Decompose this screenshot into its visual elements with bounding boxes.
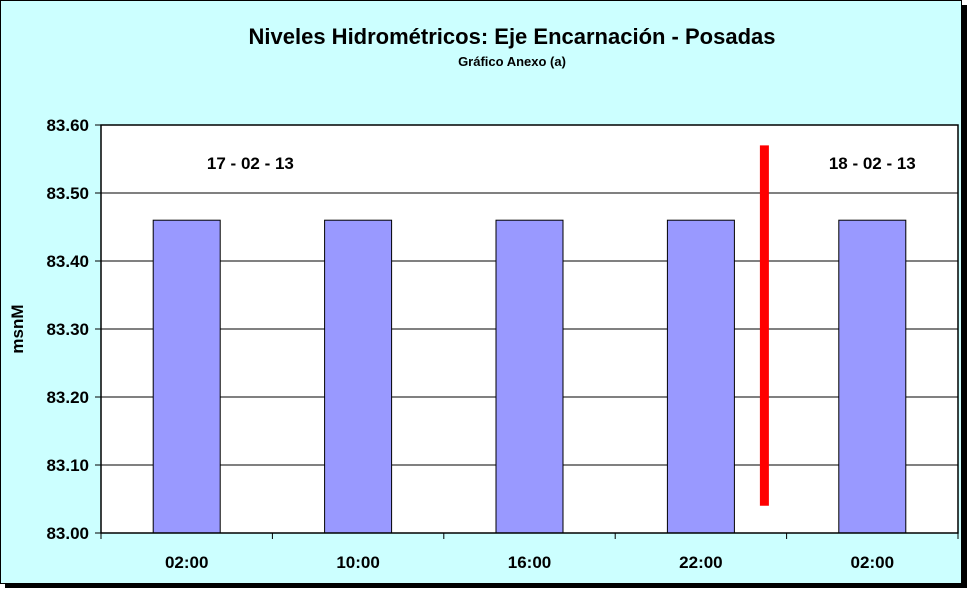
plot-border <box>100 124 959 534</box>
x-tick-label: 02:00 <box>165 553 208 572</box>
x-tick-label: 22:00 <box>679 553 722 572</box>
y-axis-label: msnM <box>8 304 27 353</box>
x-tick-label: 02:00 <box>851 553 894 572</box>
y-tick-label: 83.50 <box>46 184 89 203</box>
bar <box>666 219 735 534</box>
bar <box>838 219 907 534</box>
bar <box>324 219 393 534</box>
y-tick-label: 83.00 <box>46 524 89 543</box>
y-tick-label: 83.30 <box>46 320 89 339</box>
bar <box>152 219 221 534</box>
date-annotation: 18 - 02 - 13 <box>829 154 916 173</box>
y-tick-label: 83.20 <box>46 388 89 407</box>
bar <box>495 219 564 534</box>
date-annotation: 17 - 02 - 13 <box>207 154 294 173</box>
frame-shadow-right <box>962 5 967 588</box>
frame-shadow-bottom <box>5 584 967 588</box>
y-tick-label: 83.60 <box>46 116 89 135</box>
chart-subtitle: Gráfico Anexo (a) <box>458 54 566 69</box>
x-tick-label: 16:00 <box>508 553 551 572</box>
chart-title: Niveles Hidrométricos: Eje Encarnación -… <box>249 24 776 49</box>
x-tick-label: 10:00 <box>336 553 379 572</box>
y-tick-label: 83.10 <box>46 456 89 475</box>
y-tick-label: 83.40 <box>46 252 89 271</box>
